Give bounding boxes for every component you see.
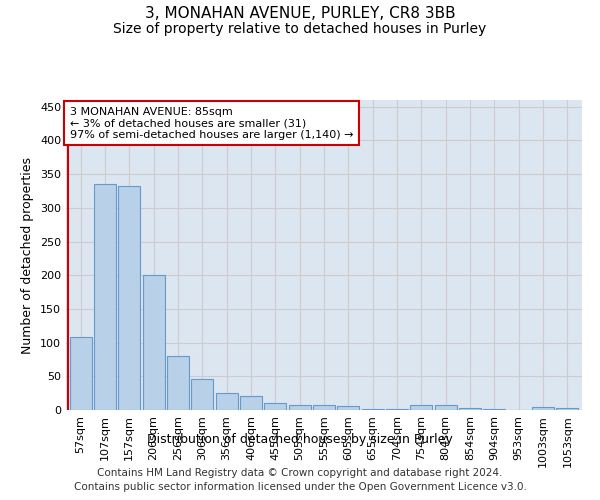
Text: 3 MONAHAN AVENUE: 85sqm
← 3% of detached houses are smaller (31)
97% of semi-det: 3 MONAHAN AVENUE: 85sqm ← 3% of detached…: [70, 106, 353, 140]
Bar: [118, 186, 140, 410]
Bar: [459, 408, 481, 410]
Bar: [70, 337, 92, 410]
Bar: [289, 406, 311, 410]
Bar: [240, 396, 262, 410]
Text: Contains HM Land Registry data © Crown copyright and database right 2024.
Contai: Contains HM Land Registry data © Crown c…: [74, 468, 526, 492]
Bar: [362, 408, 383, 410]
Bar: [167, 356, 189, 410]
Y-axis label: Number of detached properties: Number of detached properties: [22, 156, 34, 354]
Bar: [410, 406, 433, 410]
Bar: [435, 406, 457, 410]
Bar: [313, 406, 335, 410]
Bar: [337, 406, 359, 410]
Bar: [143, 275, 164, 410]
Text: 3, MONAHAN AVENUE, PURLEY, CR8 3BB: 3, MONAHAN AVENUE, PURLEY, CR8 3BB: [145, 6, 455, 20]
Bar: [265, 404, 286, 410]
Text: Distribution of detached houses by size in Purley: Distribution of detached houses by size …: [147, 432, 453, 446]
Bar: [556, 408, 578, 410]
Text: Size of property relative to detached houses in Purley: Size of property relative to detached ho…: [113, 22, 487, 36]
Bar: [94, 184, 116, 410]
Bar: [215, 393, 238, 410]
Bar: [532, 408, 554, 410]
Bar: [191, 379, 213, 410]
